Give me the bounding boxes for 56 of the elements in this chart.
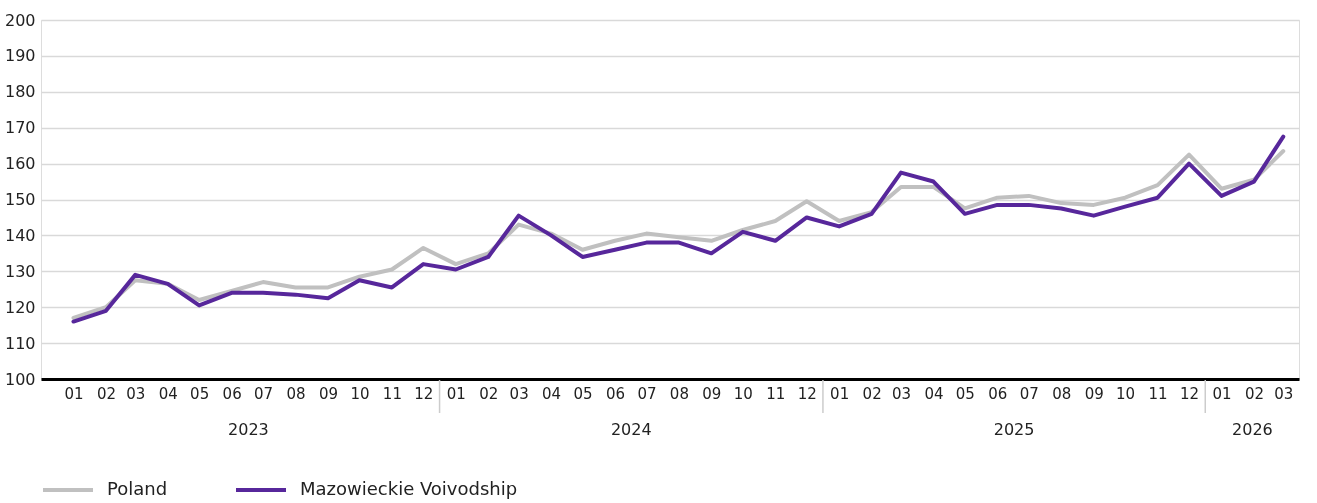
x-tick-label: 06	[988, 384, 1008, 403]
y-tick-label: 150	[4, 190, 36, 209]
legend-label: Poland	[107, 478, 168, 499]
x-tick-label: 03	[509, 384, 529, 403]
x-tick-label: 03	[1274, 384, 1294, 403]
x-tick-label: 09	[702, 384, 722, 403]
x-tick-label: 10	[1116, 384, 1136, 403]
x-tick-label: 08	[1052, 384, 1072, 403]
x-tick-label: 12	[414, 384, 434, 403]
x-tick-label: 01	[64, 384, 84, 403]
x-tick-label: 07	[1019, 384, 1039, 403]
x-tick-label: 07	[637, 384, 657, 403]
y-tick-label: 140	[4, 225, 36, 245]
x-tick-label: 02	[479, 384, 499, 403]
x-tick-label: 04	[158, 384, 178, 403]
y-tick-label: 130	[4, 261, 36, 281]
text: 2024	[610, 420, 652, 439]
x-tick-label: 08	[286, 384, 306, 403]
x-tick-label: 11	[766, 384, 786, 403]
x-tick-label: 05	[955, 384, 975, 403]
x-tick-label: 06	[222, 384, 242, 403]
text: 2025	[993, 420, 1035, 439]
y-tick-label: 170	[4, 118, 36, 138]
x-tick-label: 10	[350, 384, 370, 403]
text: 2026	[1232, 420, 1273, 439]
x-tick-label: 01	[1212, 384, 1232, 403]
x-tick-label: 08	[669, 384, 689, 403]
x-tick-label: 03	[126, 384, 146, 403]
y-tick-label: 180	[4, 82, 36, 102]
x-tick-label: 03	[891, 384, 912, 403]
x-tick-label: 09	[1084, 384, 1104, 403]
x-tick-label: 11	[1148, 384, 1168, 403]
x-tick-label: 01	[830, 384, 850, 403]
x-tick-label: 09	[318, 384, 339, 403]
y-tick-label: 100	[4, 369, 36, 389]
x-tick-label: 01	[446, 384, 466, 403]
x-tick-label: 04	[542, 384, 562, 403]
x-tick-label: 10	[733, 384, 753, 403]
legend-label: Mazowieckie Voivodship	[300, 478, 518, 499]
text: 2023	[228, 420, 269, 439]
y-tick-label: 160	[4, 154, 36, 174]
x-tick-label: 07	[254, 384, 274, 403]
x-tick-label: 06	[605, 384, 626, 403]
x-tick-label: 02	[1244, 384, 1265, 403]
x-tick-label: 02	[862, 384, 882, 403]
y-tick-label: 120	[4, 297, 36, 317]
y-tick-label: 200	[4, 10, 36, 30]
x-tick-label: 02	[96, 384, 116, 403]
x-tick-label: 11	[382, 384, 402, 403]
y-tick-label: 190	[4, 46, 36, 66]
x-tick-label: 04	[924, 384, 944, 403]
x-tick-label: 05	[190, 384, 210, 403]
y-tick-label: 110	[4, 333, 36, 353]
x-tick-label: 12	[1179, 384, 1200, 403]
x-tick-label: 05	[573, 384, 593, 403]
x-tick-label: 12	[797, 384, 817, 403]
